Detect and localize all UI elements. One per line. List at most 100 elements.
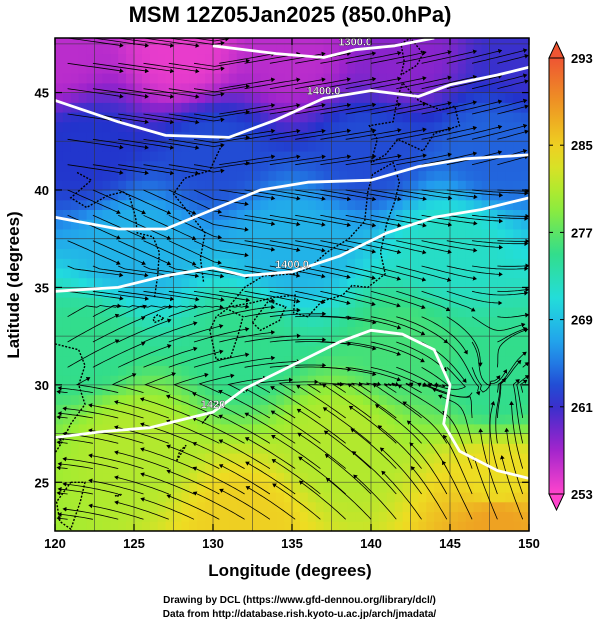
heat-cell <box>434 160 443 172</box>
heat-cell <box>378 472 388 483</box>
heat-cell <box>189 141 198 152</box>
heat-cell <box>418 199 427 210</box>
heat-cell <box>442 63 451 74</box>
heat-cell <box>410 287 419 298</box>
heat-cell <box>181 365 190 376</box>
heat-cell <box>70 394 80 405</box>
heat-cell <box>473 267 483 279</box>
heat-cell <box>457 219 467 230</box>
streamline <box>92 341 146 368</box>
heat-cell <box>134 472 143 483</box>
heat-cell <box>157 209 167 220</box>
streamline <box>244 128 301 140</box>
heat-cell <box>134 82 143 94</box>
heat-cell <box>418 131 427 142</box>
streamline <box>271 459 321 495</box>
heat-cell <box>339 141 348 152</box>
heat-cell <box>252 375 261 386</box>
heat-cell <box>331 160 340 172</box>
contour-label: 1300.0 <box>338 37 372 49</box>
heat-cell <box>402 190 412 201</box>
heat-cell <box>489 482 498 493</box>
heat-cell <box>489 141 498 152</box>
heat-cell <box>402 112 412 123</box>
heat-cell <box>402 229 412 240</box>
heat-cell <box>307 423 317 435</box>
heat-cell <box>94 375 103 386</box>
heat-cell <box>252 190 261 201</box>
heat-cell <box>402 92 412 103</box>
heat-cell <box>189 423 198 435</box>
heat-cell <box>363 258 372 269</box>
heat-cell <box>268 131 277 142</box>
heat-cell <box>173 248 182 259</box>
heat-cell <box>386 287 396 298</box>
heat-cell <box>220 511 230 522</box>
heat-cell <box>55 170 64 181</box>
heat-cell <box>173 38 182 45</box>
heat-cell <box>331 38 340 45</box>
heat-cell <box>505 306 514 318</box>
heat-cell <box>70 248 80 259</box>
heat-cell <box>410 112 419 123</box>
heat-cell <box>457 297 467 308</box>
heat-cell <box>157 472 167 483</box>
heat-cell <box>410 297 419 308</box>
heat-cell <box>521 209 529 220</box>
heat-cell <box>481 190 491 201</box>
streamline <box>332 381 363 393</box>
heat-cell <box>268 141 277 152</box>
heat-cell <box>331 453 340 464</box>
colorbar-tick-label: 285 <box>571 138 593 153</box>
heat-cell <box>473 131 483 142</box>
heat-cell <box>157 404 167 415</box>
streamline <box>442 460 473 520</box>
contour-label: 1420 <box>201 399 225 411</box>
heat-cell <box>339 63 348 74</box>
streamline <box>114 500 169 520</box>
heat-cell <box>181 482 190 493</box>
streamline <box>446 240 503 250</box>
heat-cell <box>339 384 348 396</box>
heat-cell <box>292 355 301 366</box>
heat-cell <box>268 394 277 405</box>
heat-cell <box>118 43 127 55</box>
streamline <box>320 366 377 377</box>
heat-cell <box>94 238 103 249</box>
heat-cell <box>418 258 427 269</box>
heat-cell <box>410 511 419 522</box>
heat-cell <box>62 63 72 74</box>
heat-cell <box>347 102 356 113</box>
heat-cell <box>323 248 333 259</box>
heat-cell <box>165 180 175 191</box>
heat-cell <box>236 141 246 152</box>
heat-cell <box>426 414 435 425</box>
heat-cell <box>378 384 388 396</box>
streamline <box>396 366 436 388</box>
streamline <box>219 290 276 303</box>
heat-cell <box>276 355 285 366</box>
streamline <box>472 456 498 520</box>
heat-cell <box>418 287 427 298</box>
heat-cell <box>299 190 309 201</box>
heat-cell <box>339 199 348 210</box>
heat-cell <box>236 199 246 210</box>
heat-cell <box>521 131 529 142</box>
streamline <box>497 188 529 194</box>
heat-cell <box>489 43 498 55</box>
heat-cell <box>173 316 182 327</box>
streamline <box>383 381 400 393</box>
streamline <box>140 472 195 495</box>
heat-cell <box>134 394 143 405</box>
heat-cell <box>355 472 364 483</box>
heat-cell <box>268 180 277 191</box>
heat-cell <box>473 501 483 513</box>
heat-cell <box>434 394 443 405</box>
heat-cell <box>497 43 506 55</box>
heat-cell <box>465 151 475 162</box>
heat-cell <box>173 433 182 444</box>
streamline <box>495 378 507 444</box>
heat-cell <box>434 287 443 298</box>
heat-cell <box>252 141 261 152</box>
heat-cell <box>134 414 143 425</box>
